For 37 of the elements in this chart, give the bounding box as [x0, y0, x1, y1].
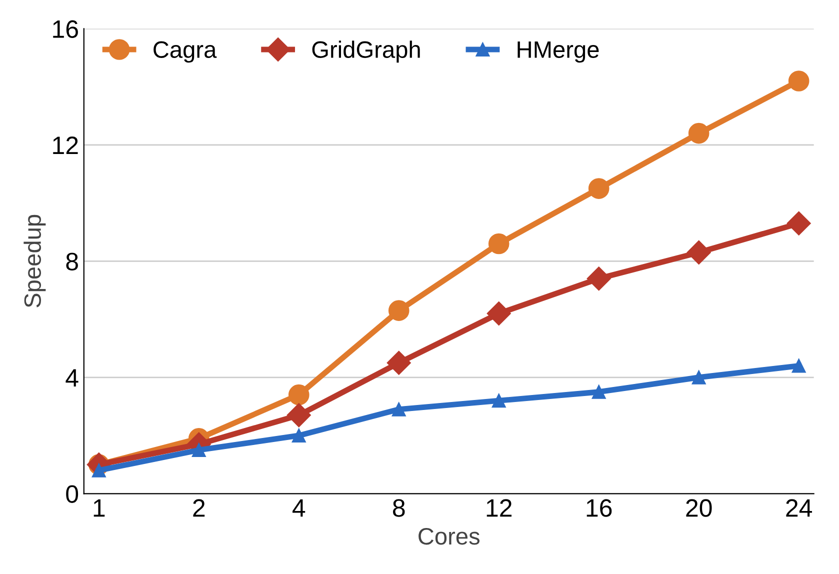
point — [388, 300, 410, 321]
x-tick-label: 12 — [486, 499, 512, 517]
point — [486, 301, 511, 326]
point — [392, 402, 406, 416]
legend-label: GridGraph — [312, 40, 420, 63]
point — [686, 240, 711, 264]
y-tick-label: 4 — [66, 369, 78, 386]
point — [792, 358, 806, 373]
x-tick-label: 2 — [193, 499, 205, 517]
point — [286, 403, 311, 428]
x-tick-label: 20 — [686, 499, 712, 517]
point — [292, 428, 306, 442]
point — [192, 443, 206, 457]
y-axis-title: Speedup — [24, 214, 46, 308]
x-tick-label: 8 — [393, 499, 405, 517]
point — [692, 370, 706, 384]
y-tick-label: 16 — [53, 20, 78, 38]
point — [586, 266, 611, 291]
y-tick-label: 0 — [66, 485, 78, 503]
x-axis-title: Cores — [418, 528, 480, 545]
y-tick-label: 12 — [53, 136, 78, 154]
point — [288, 384, 310, 406]
x-tick-label: 16 — [586, 499, 612, 517]
point — [588, 178, 610, 199]
x-tick-label: 24 — [786, 499, 812, 517]
legend-label: HMerge — [518, 42, 599, 63]
y-tick-label: 8 — [66, 252, 78, 270]
point — [786, 211, 811, 236]
x-tick-label: 4 — [292, 499, 306, 517]
point — [492, 394, 506, 408]
point — [688, 122, 710, 144]
point — [488, 233, 510, 254]
x-tick-label: 1 — [94, 499, 105, 517]
point — [592, 384, 606, 399]
point — [788, 70, 810, 92]
point — [386, 350, 411, 375]
legend-label: Cagra — [154, 41, 217, 63]
